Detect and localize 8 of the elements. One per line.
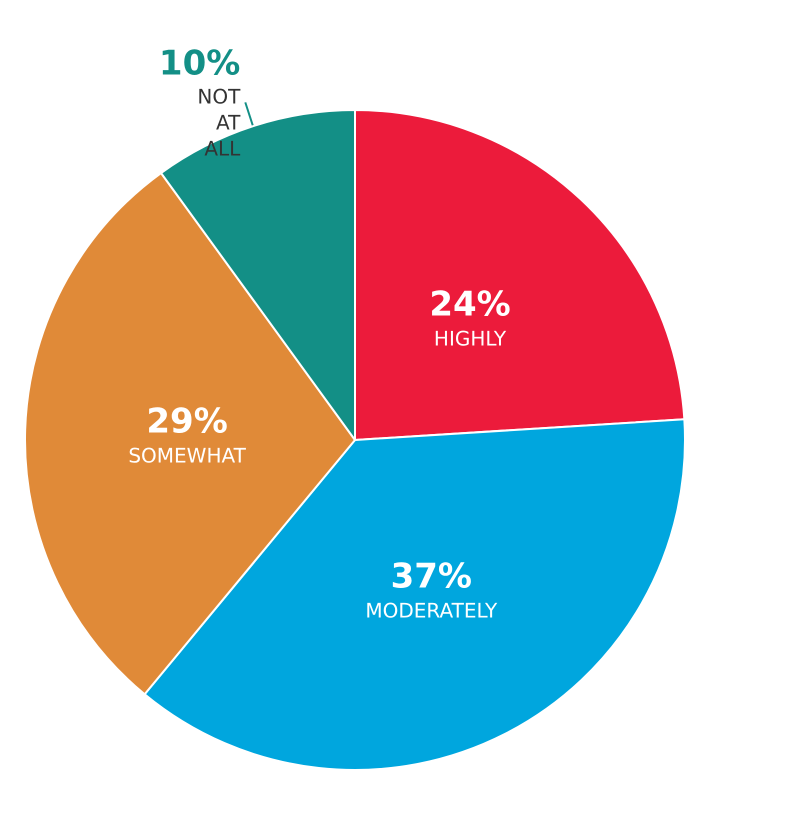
data-label: 24% (429, 284, 511, 325)
slice-label: HIGHLY (434, 326, 507, 351)
data-label: 37% (390, 556, 472, 597)
slice-label: MODERATELY (365, 598, 498, 623)
data-label: 29% (146, 402, 228, 442)
slice-label: SOMEWHAT (128, 444, 247, 468)
slice-label: NOT AT ALL (197, 84, 242, 160)
data-label: 10% (158, 43, 240, 84)
